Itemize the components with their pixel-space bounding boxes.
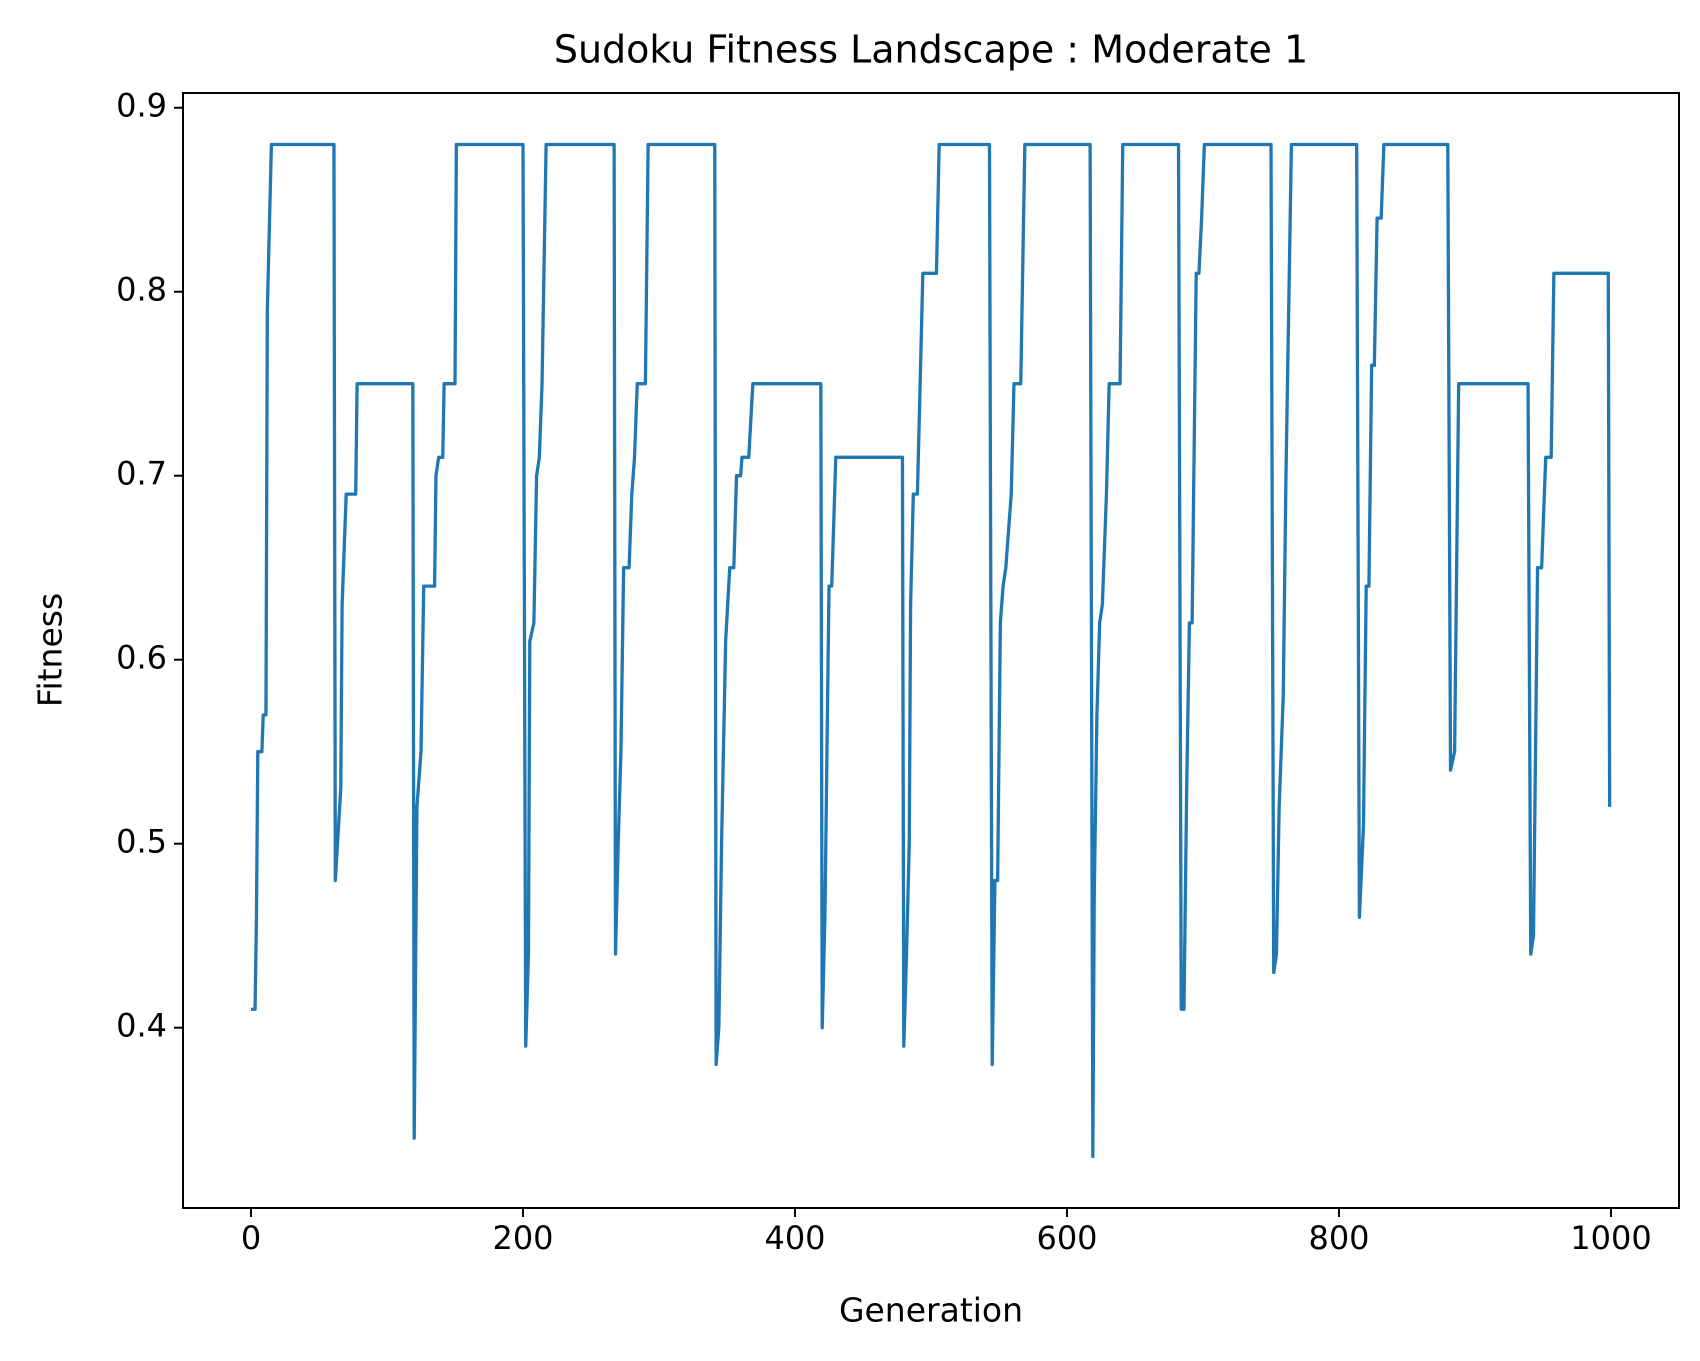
y-tick-label: 0.9 [116,87,167,125]
y-tick-label: 0.5 [116,823,167,861]
x-axis-label: Generation [839,1291,1023,1330]
y-tick-label: 0.7 [116,455,167,493]
x-tick-label: 0 [241,1219,261,1257]
x-tick-label: 800 [1308,1219,1369,1257]
y-tick-label: 0.6 [116,639,167,677]
chart-title: Sudoku Fitness Landscape : Moderate 1 [554,28,1308,72]
y-tick-label: 0.8 [116,271,167,309]
x-tick-label: 400 [764,1219,825,1257]
x-tick-label: 600 [1036,1219,1097,1257]
data-line [251,142,1612,1159]
y-tick-label: 0.4 [116,1007,167,1045]
y-axis-label: Fitness [31,593,70,707]
x-tick-label: 200 [492,1219,553,1257]
plot-frame [182,92,1680,1209]
x-tick-label: 1000 [1570,1219,1651,1257]
